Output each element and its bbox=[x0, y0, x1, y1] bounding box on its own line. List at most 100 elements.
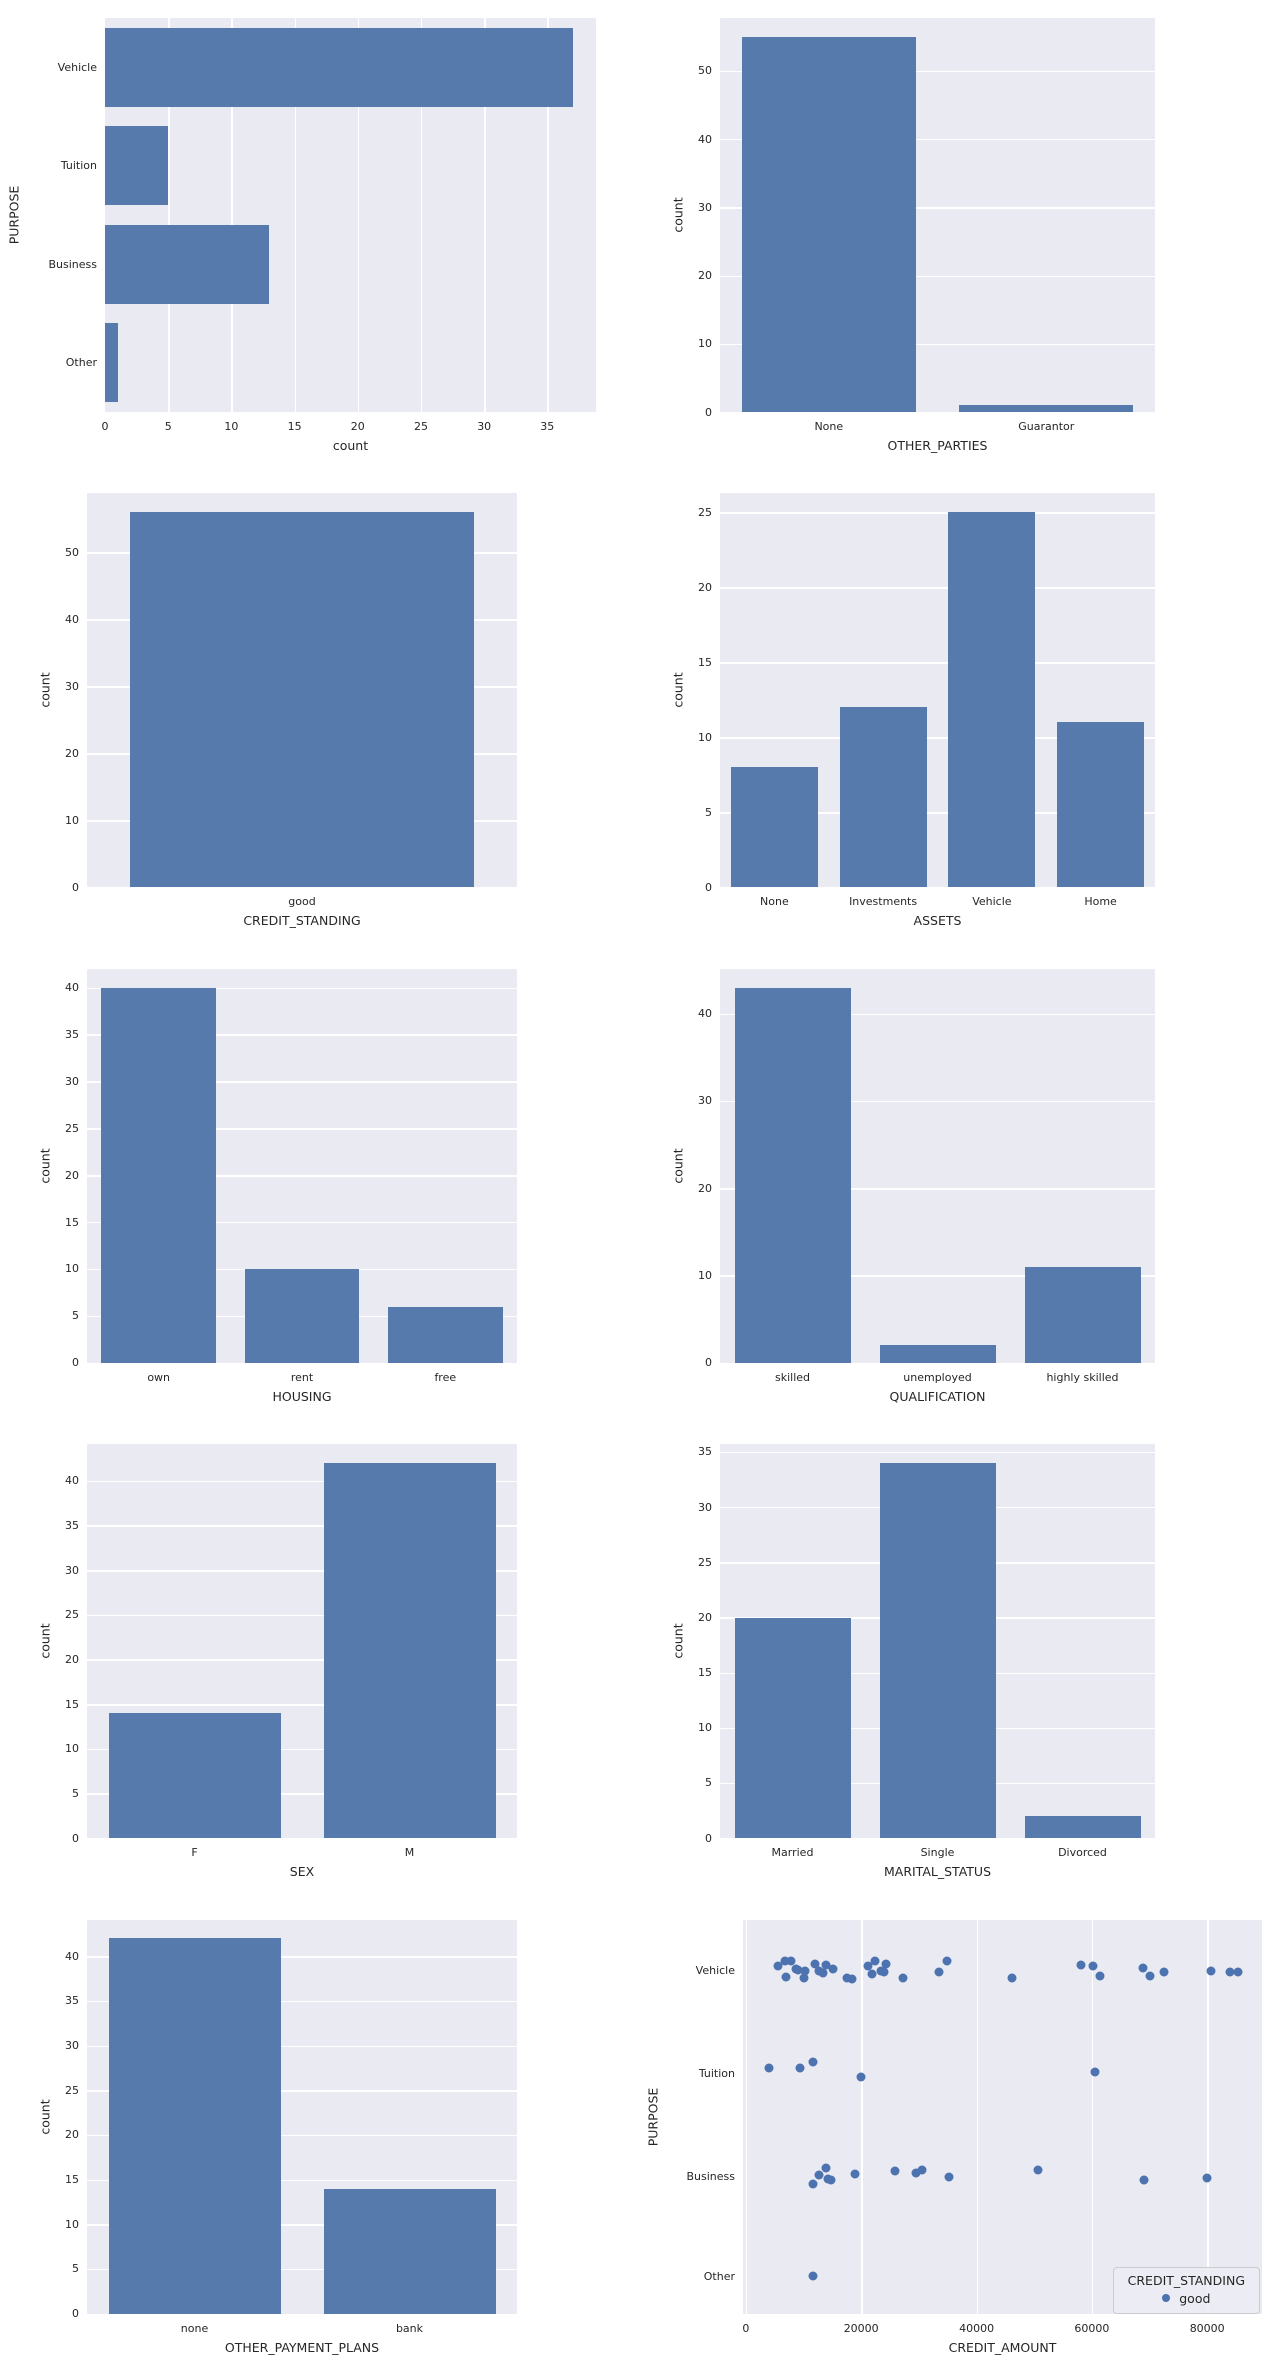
subplot-housing: HOUSING count 0 5 10 15 20 25 30 35 40 own rent free bbox=[0, 951, 639, 1426]
subplot-other-parties: OTHER_PARTIES count 0 10 20 30 40 50 None Guarant… bbox=[639, 0, 1278, 475]
x-axis-label-credit-standing: CREDIT_STANDING bbox=[243, 913, 361, 929]
bar-divorced bbox=[1024, 1816, 1141, 1839]
data-point bbox=[1033, 2165, 1043, 2175]
gridline bbox=[720, 587, 1155, 589]
legend: CREDIT_STANDING good bbox=[1112, 2266, 1260, 2314]
data-point bbox=[1139, 2175, 1149, 2185]
gridline bbox=[87, 1570, 517, 1572]
y-tick-label: 50 bbox=[65, 545, 79, 559]
data-point bbox=[863, 1961, 873, 1971]
data-point bbox=[911, 2168, 921, 2178]
bar-single bbox=[879, 1463, 996, 1839]
data-point bbox=[944, 2172, 954, 2182]
data-point bbox=[856, 2072, 866, 2082]
data-point bbox=[1202, 2173, 1212, 2183]
x-tick-label: None bbox=[760, 895, 789, 909]
plot-area-housing bbox=[87, 968, 517, 1363]
gridline bbox=[720, 343, 1155, 346]
gridline bbox=[861, 1919, 863, 2314]
data-point bbox=[934, 1967, 944, 1977]
x-axis-label-housing: HOUSING bbox=[272, 1388, 332, 1404]
gridline bbox=[87, 2268, 517, 2271]
plot-area-purpose bbox=[105, 18, 596, 412]
gridline bbox=[87, 1748, 517, 1751]
gridline bbox=[87, 1081, 517, 1083]
y-axis-label-purpose: PURPOSE bbox=[6, 185, 22, 245]
gridline bbox=[547, 18, 549, 412]
x-tick-label: Home bbox=[1084, 895, 1117, 909]
data-point bbox=[773, 1961, 783, 1971]
y-tick-label: 15 bbox=[65, 1215, 79, 1229]
y-tick-label: 20 bbox=[65, 1652, 79, 1666]
x-tick-label: Investments bbox=[849, 895, 918, 909]
gridline bbox=[87, 1175, 517, 1177]
gridline bbox=[484, 18, 486, 412]
x-tick-label: 40000 bbox=[959, 2321, 995, 2335]
gridline bbox=[720, 275, 1155, 277]
x-axis-label-credit-amount: CREDIT_AMOUNT bbox=[948, 2339, 1057, 2355]
gridline bbox=[421, 18, 423, 412]
data-point bbox=[818, 1968, 828, 1978]
data-point bbox=[890, 2166, 900, 2176]
subplot-credit-standing: CREDIT_STANDING count 0 10 20 30 40 50 good bbox=[0, 475, 639, 950]
plot-area-other-parties bbox=[720, 18, 1155, 412]
data-point bbox=[850, 2169, 860, 2179]
y-tick-label: Business bbox=[686, 2169, 735, 2183]
gridline bbox=[87, 2000, 517, 2003]
x-tick-label: rent bbox=[290, 1370, 314, 1384]
data-point bbox=[808, 2179, 818, 2189]
y-tick-label: Vehicle bbox=[57, 60, 97, 74]
data-point bbox=[821, 2163, 831, 2173]
subplot-marital-status: MARITAL_STATUS count 0 5 10 15 20 25 30 35 Married… bbox=[639, 1426, 1278, 1901]
x-tick-label: Guarantor bbox=[1018, 420, 1075, 433]
x-axis-label-qualification: QUALIFICATION bbox=[889, 1388, 986, 1404]
data-point bbox=[879, 1967, 889, 1977]
y-axis-label-qualification: count bbox=[670, 1148, 686, 1184]
y-tick-label: 30 bbox=[65, 2039, 79, 2053]
bar-none bbox=[730, 767, 818, 888]
subplot-purpose: count PURPOSE 0 5 10 15 20 25 30 35 Vehicle Tuition… bbox=[0, 0, 639, 475]
plot-area-sex bbox=[87, 1444, 517, 1839]
x-tick-label: unemployed bbox=[903, 1370, 972, 1384]
data-point bbox=[808, 2271, 818, 2281]
data-point bbox=[786, 1956, 796, 1966]
gridline bbox=[976, 1919, 978, 2314]
bar-vehicle bbox=[948, 512, 1036, 888]
y-tick-label: 30 bbox=[65, 1074, 79, 1088]
bar-skilled bbox=[734, 987, 851, 1363]
y-axis-label-marital-status: count bbox=[670, 1623, 686, 1659]
x-tick-label: 30 bbox=[477, 420, 492, 433]
plot-area-other-payment-plans bbox=[87, 1919, 517, 2314]
plot-area-credit-amount: CREDIT_STANDING good bbox=[743, 1919, 1262, 2314]
data-point bbox=[1090, 2067, 1100, 2077]
data-point bbox=[917, 2165, 927, 2175]
legend-item: good bbox=[1128, 2291, 1245, 2306]
y-tick-label: 0 bbox=[72, 880, 79, 894]
gridline bbox=[87, 2090, 517, 2092]
bar-f bbox=[108, 1713, 281, 1839]
y-axis-label-assets: count bbox=[670, 672, 686, 709]
bar-rent bbox=[244, 1269, 360, 1363]
y-axis-label-credit-amount: PURPOSE bbox=[645, 2087, 661, 2146]
x-tick-label: highly skilled bbox=[1046, 1370, 1119, 1384]
y-tick-label: 35 bbox=[65, 1994, 79, 2008]
bar-highly-skilled bbox=[1024, 1266, 1141, 1363]
legend-marker-icon bbox=[1162, 2294, 1171, 2303]
data-point bbox=[780, 1956, 789, 1966]
y-tick-label: 20 bbox=[698, 1610, 712, 1624]
y-tick-label: 0 bbox=[705, 1831, 712, 1845]
gridline bbox=[87, 1128, 517, 1130]
x-tick-label: free bbox=[434, 1370, 457, 1384]
gridline bbox=[720, 139, 1155, 141]
y-tick-label: 10 bbox=[65, 813, 79, 827]
bar-unemployed bbox=[879, 1345, 996, 1363]
x-tick-label: 15 bbox=[287, 420, 302, 433]
x-tick-label: 0 bbox=[101, 420, 109, 433]
gridline bbox=[720, 1275, 1155, 1277]
gridline bbox=[87, 1525, 517, 1527]
gridline bbox=[720, 737, 1155, 739]
bar-own bbox=[101, 987, 216, 1363]
gridline bbox=[87, 2134, 517, 2137]
y-tick-label: 15 bbox=[65, 1697, 79, 1711]
y-tick-label: 0 bbox=[72, 1356, 79, 1370]
